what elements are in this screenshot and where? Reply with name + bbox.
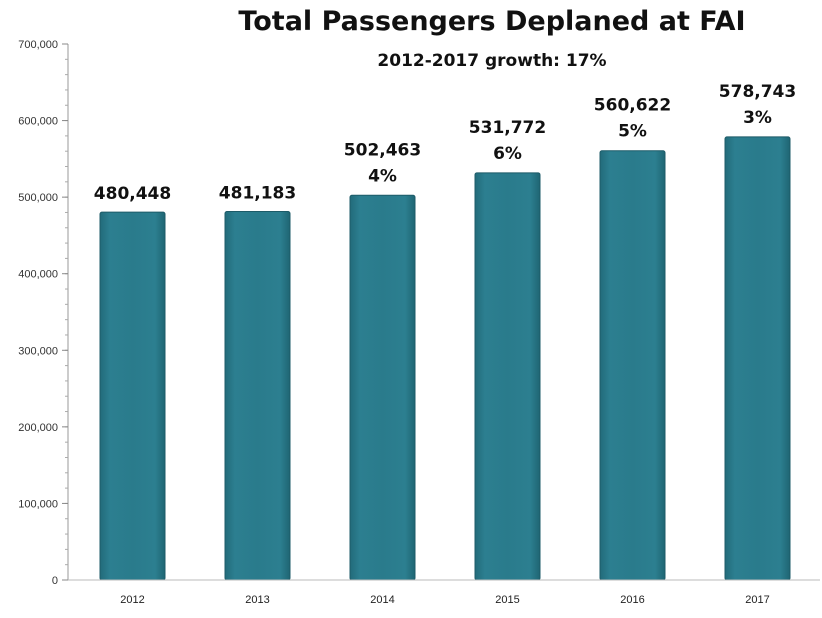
y-tick-label: 200,000 <box>18 422 58 434</box>
y-tick-label: 0 <box>52 575 58 587</box>
value-label-2014: 502,463 <box>344 140 421 160</box>
value-label-2012: 480,448 <box>94 184 171 204</box>
y-tick-label: 700,000 <box>18 39 58 51</box>
x-tick-label: 2016 <box>620 594 644 606</box>
y-tick-label: 100,000 <box>18 498 58 510</box>
growth-label-2016: 5% <box>618 122 647 142</box>
chart-title: Total Passengers Deplaned at FAI <box>238 6 745 37</box>
y-tick-label: 300,000 <box>18 345 58 357</box>
value-label-2013: 481,183 <box>219 184 296 204</box>
bar-2015 <box>474 172 541 581</box>
y-axis: 0 100,000 200,000 300,000 400,000 500,000 600,… <box>18 39 69 587</box>
bar-2013 <box>224 211 291 581</box>
value-label-2016: 560,622 <box>594 96 671 116</box>
y-tick-label: 400,000 <box>18 269 58 281</box>
x-tick-label: 2013 <box>245 594 269 606</box>
growth-label-2014: 4% <box>368 166 397 186</box>
y-tick-label: 600,000 <box>18 116 58 128</box>
growth-label-2017: 3% <box>743 108 772 128</box>
x-axis: 2012 2013 2014 2015 2016 2017 <box>68 579 820 606</box>
bar-2014 <box>349 194 416 581</box>
bars <box>99 136 791 581</box>
y-tick-label: 500,000 <box>18 192 58 204</box>
chart-subtitle: 2012-2017 growth: 17% <box>377 51 606 71</box>
x-tick-label: 2014 <box>370 594 394 606</box>
x-tick-label: 2017 <box>745 594 769 606</box>
bar-2012 <box>99 211 166 581</box>
bar-2017 <box>724 136 791 581</box>
bar-2016 <box>599 150 666 581</box>
value-labels: 480,448 481,183 502,463 4% 531,772 6% 560,622 5… <box>94 82 796 204</box>
growth-label-2015: 6% <box>493 144 522 164</box>
value-label-2015: 531,772 <box>469 118 546 138</box>
x-tick-label: 2012 <box>120 594 144 606</box>
x-tick-label: 2015 <box>495 594 519 606</box>
value-label-2017: 578,743 <box>719 82 796 102</box>
